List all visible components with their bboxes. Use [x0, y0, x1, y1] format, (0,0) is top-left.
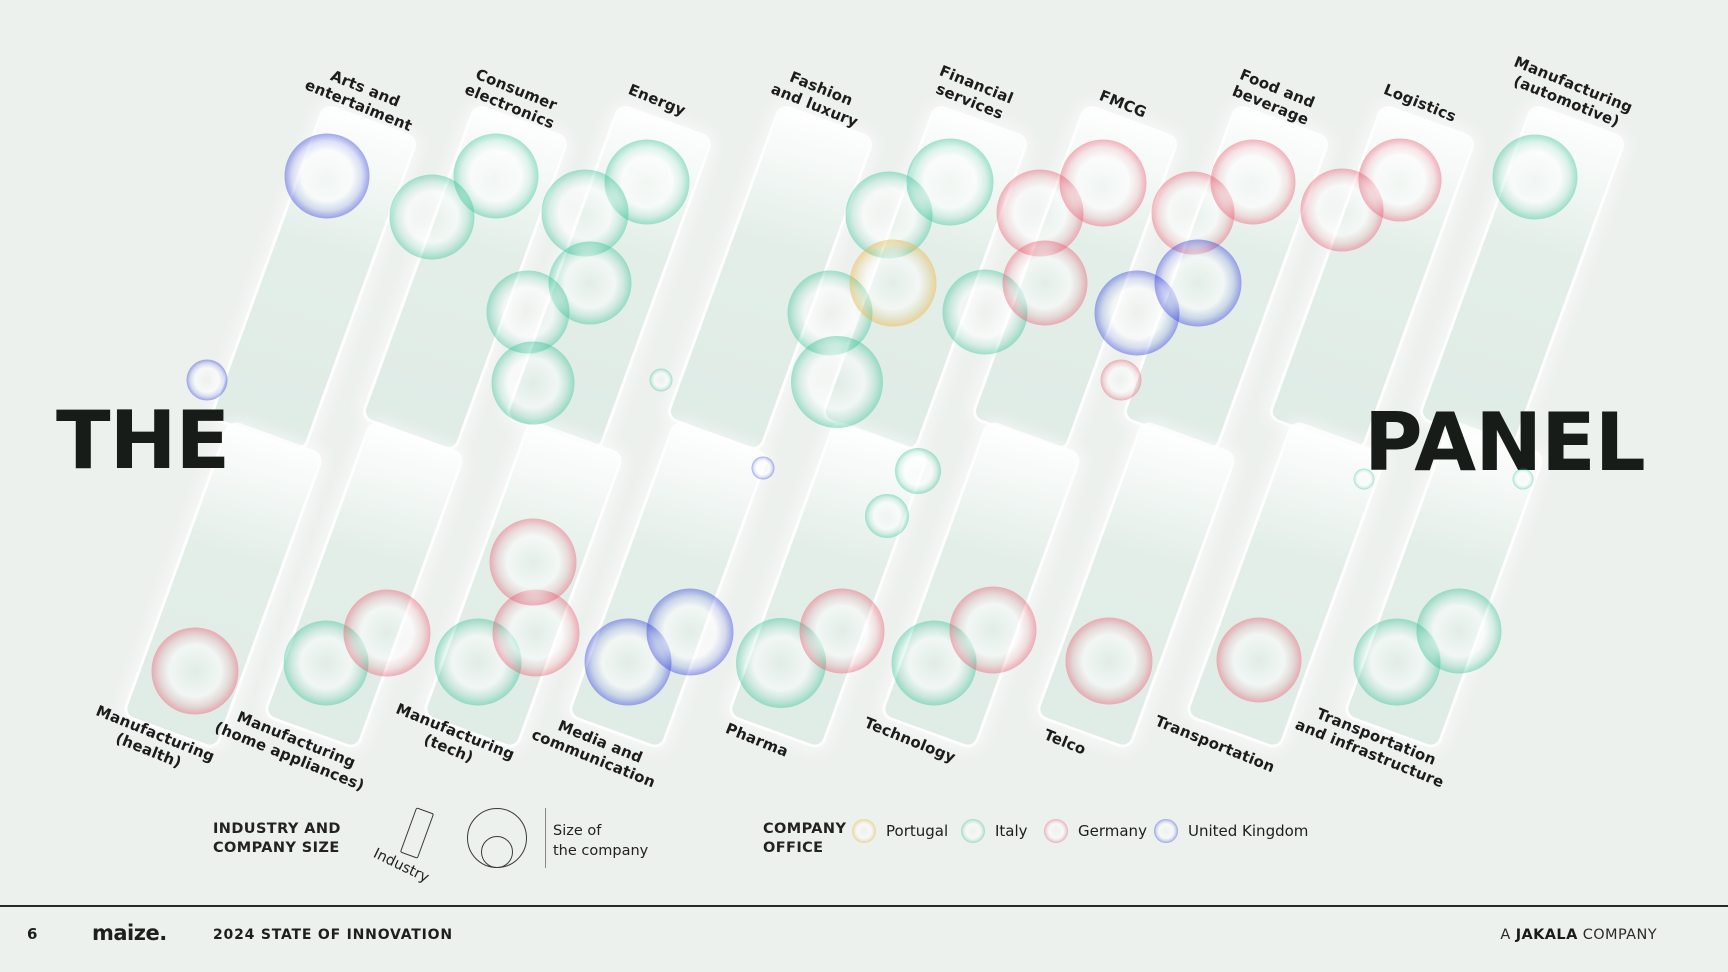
- company-bubble: [646, 588, 734, 676]
- company-bubble: [1416, 588, 1502, 674]
- company-bubble: [1353, 468, 1375, 490]
- company-bubble: [1512, 468, 1534, 490]
- company-bubble: [1216, 617, 1302, 703]
- page-number: 6: [27, 925, 38, 943]
- jakala-brand: JAKALA: [1515, 927, 1578, 943]
- office-legend-label-uk: United Kingdom: [1188, 822, 1309, 840]
- industry-band-icon: [399, 807, 435, 859]
- legend-size-heading: INDUSTRY AND COMPANY SIZE: [213, 821, 341, 856]
- company-bubble: [1492, 134, 1578, 220]
- office-legend-label-germany: Germany: [1078, 822, 1147, 840]
- company-bubble: [1100, 359, 1142, 401]
- company-bubble: [489, 518, 577, 606]
- company-bubble: [151, 627, 239, 715]
- company-bubble: [491, 341, 575, 425]
- office-legend-dot-italy: [961, 819, 985, 843]
- company-bubble: [1358, 138, 1442, 222]
- footer-divider: [0, 905, 1728, 907]
- company-bubble: [1210, 139, 1296, 225]
- office-legend-dot-uk: [1154, 819, 1178, 843]
- company-bubble: [865, 494, 909, 538]
- company-bubble: [1154, 239, 1242, 327]
- company-suffix: COMPANY: [1582, 927, 1657, 943]
- office-legend-dot-germany: [1044, 819, 1068, 843]
- company-bubble: [1002, 240, 1088, 326]
- company-size-inner-circle-icon: [481, 836, 513, 868]
- company-bubble: [906, 138, 994, 226]
- company-bubble: [649, 368, 673, 392]
- company-bubble: [1059, 139, 1147, 227]
- size-legend-tick: [545, 808, 547, 868]
- company-bubble: [343, 589, 431, 677]
- company-bubble: [895, 448, 941, 494]
- company-bubble: [453, 133, 539, 219]
- office-legend-label-italy: Italy: [995, 822, 1028, 840]
- company-bubble: [849, 239, 937, 327]
- size-legend-label: Size of the company: [553, 823, 649, 859]
- company-bubble: [949, 586, 1037, 674]
- company-bubble: [186, 359, 228, 401]
- company-bubble: [284, 133, 370, 219]
- company-bubble: [1065, 617, 1153, 705]
- footer-company-credit: A JAKALA COMPANY: [1500, 927, 1657, 943]
- footer-report-title: 2024 STATE OF INNOVATION: [213, 927, 453, 943]
- title-word-the: THE: [56, 394, 230, 487]
- company-bubble: [791, 336, 883, 428]
- office-legend-dot-portugal: [852, 819, 876, 843]
- office-legend-label-portugal: Portugal: [886, 822, 949, 840]
- maize-logo: maize.: [92, 921, 167, 945]
- company-prefix: A: [1500, 927, 1511, 943]
- legend-office-heading: COMPANY OFFICE: [763, 821, 847, 856]
- company-bubble: [751, 456, 775, 480]
- company-bubble: [486, 270, 570, 354]
- title-word-panel: PANEL: [1364, 396, 1646, 489]
- company-bubble: [799, 588, 885, 674]
